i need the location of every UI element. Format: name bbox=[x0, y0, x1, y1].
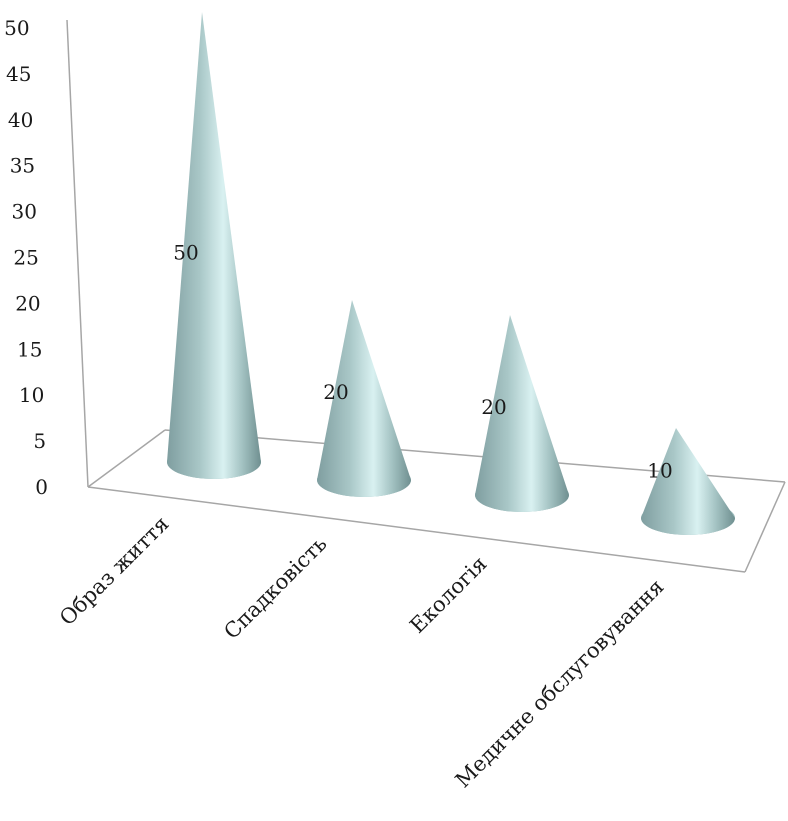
data-label: 20 bbox=[323, 380, 348, 404]
cone-body bbox=[641, 428, 735, 535]
y-tick-label: 15 bbox=[17, 337, 42, 361]
data-label: 20 bbox=[481, 395, 506, 419]
y-tick-label: 40 bbox=[8, 108, 33, 132]
cone-body bbox=[317, 300, 411, 497]
cone-bar bbox=[167, 12, 261, 479]
floor-left-edge bbox=[87, 429, 166, 488]
cone-body bbox=[475, 315, 569, 512]
cone-bar bbox=[475, 315, 569, 512]
y-tick-label: 5 bbox=[33, 429, 46, 453]
floor-front-edge bbox=[87, 486, 746, 573]
y-tick-label: 30 bbox=[12, 200, 37, 224]
floor-right-edge bbox=[744, 481, 786, 573]
category-label: Медичне обслуговування bbox=[451, 575, 669, 793]
y-tick-label: 45 bbox=[6, 62, 31, 86]
category-label: Екологія bbox=[405, 552, 491, 638]
y-tick-label: 25 bbox=[13, 246, 38, 270]
category-label: Образ життя bbox=[55, 512, 174, 631]
y-tick-label: 10 bbox=[19, 383, 44, 407]
y-tick-label: 50 bbox=[4, 16, 29, 40]
y-tick-label: 0 bbox=[35, 475, 48, 499]
category-label: Спадковість bbox=[219, 532, 331, 644]
y-axis-ticks: 0 5 10 15 20 25 30 35 40 45 50 bbox=[4, 16, 48, 499]
data-label: 10 bbox=[647, 459, 672, 483]
y-tick-label: 20 bbox=[15, 291, 40, 315]
data-labels: 50 20 20 10 bbox=[173, 241, 672, 483]
y-tick-label: 35 bbox=[10, 154, 35, 178]
cone-series bbox=[167, 12, 735, 535]
back-wall-axis bbox=[66, 19, 89, 488]
cone-bar bbox=[641, 428, 735, 535]
cone-body bbox=[167, 12, 261, 479]
data-label: 50 bbox=[173, 241, 198, 265]
cone-bar bbox=[317, 300, 411, 497]
